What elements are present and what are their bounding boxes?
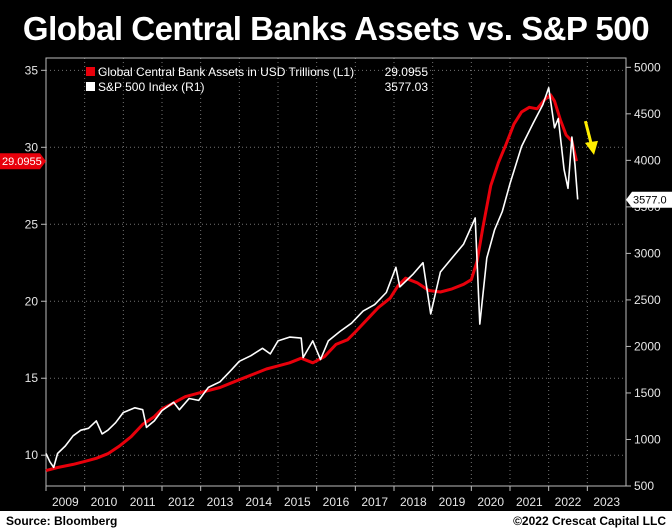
y-right-tick-label: 4500 — [634, 107, 661, 121]
chart-title: Global Central Banks Assets vs. S&P 500 — [22, 10, 650, 47]
y-left-tick-label: 30 — [25, 140, 39, 154]
x-tick-label: 2009 — [52, 495, 79, 509]
y-right-tick-label: 5000 — [634, 60, 661, 74]
x-tick-label: 2023 — [593, 495, 620, 509]
copyright-label: ©2022 Crescat Capital LLC — [513, 514, 666, 528]
legend-label: Global Central Bank Assets in USD Trilli… — [98, 65, 354, 79]
x-tick-label: 2022 — [555, 495, 582, 509]
sp500-line — [45, 87, 579, 469]
central-bank-assets-line — [45, 93, 578, 473]
x-tick-label: 2021 — [516, 495, 543, 509]
x-tick-label: 2015 — [284, 495, 311, 509]
y-right-tick-label: 4000 — [634, 153, 661, 167]
legend: Global Central Bank Assets in USD Trilli… — [86, 65, 428, 94]
x-tick-label: 2017 — [361, 495, 388, 509]
plot-frame — [45, 57, 627, 487]
legend-value: 29.0955 — [385, 65, 429, 79]
series-lines — [45, 87, 579, 473]
y-left-tick-label: 20 — [25, 294, 39, 308]
x-tick-label: 2013 — [207, 495, 234, 509]
x-tick-label: 2010 — [91, 495, 118, 509]
x-tick-label: 2020 — [477, 495, 504, 509]
y-right-tick-label: 2500 — [634, 293, 661, 307]
x-tick-label: 2019 — [439, 495, 466, 509]
legend-swatch — [86, 82, 95, 91]
right-last-value-tag — [626, 191, 672, 208]
left-last-value-label: 29.0955 — [2, 156, 42, 168]
x-tick-label: 2018 — [400, 495, 427, 509]
legend-value: 3577.03 — [385, 80, 429, 94]
y-right-tick-label: 1500 — [634, 386, 661, 400]
y-left-tick-label: 35 — [25, 63, 39, 77]
x-tick-label: 2012 — [168, 495, 195, 509]
right-last-value-label: 3577.0 — [633, 195, 667, 207]
y-left-tick-label: 25 — [25, 217, 39, 231]
legend-swatch — [86, 67, 95, 76]
grid-lines — [45, 58, 626, 486]
x-tick-label: 2016 — [323, 495, 350, 509]
y-right-tick-label: 3000 — [634, 246, 661, 260]
annotations — [583, 120, 598, 155]
source-label: Source: Bloomberg — [6, 514, 118, 528]
y-right-tick-label: 500 — [634, 479, 654, 493]
last-value-tags: 29.0955 3577.0 — [0, 153, 672, 208]
y-left-tick-label: 10 — [25, 448, 39, 462]
footer-bar: Source: Bloomberg ©2022 Crescat Capital … — [0, 511, 672, 531]
down-arrow-icon — [584, 140, 598, 155]
y-right-tick-label: 2000 — [634, 339, 661, 353]
y-left-tick-label: 15 — [25, 371, 39, 385]
left-last-value-tag — [0, 153, 46, 170]
y-right-tick-label: 1000 — [634, 432, 661, 446]
x-tick-label: 2011 — [130, 495, 156, 509]
x-tick-label: 2014 — [245, 495, 272, 509]
legend-label: S&P 500 Index (R1) — [98, 80, 205, 94]
axes: 2009 2010 2011 2012 2013 2014 2015 2016 2017 2018… — [25, 57, 661, 509]
